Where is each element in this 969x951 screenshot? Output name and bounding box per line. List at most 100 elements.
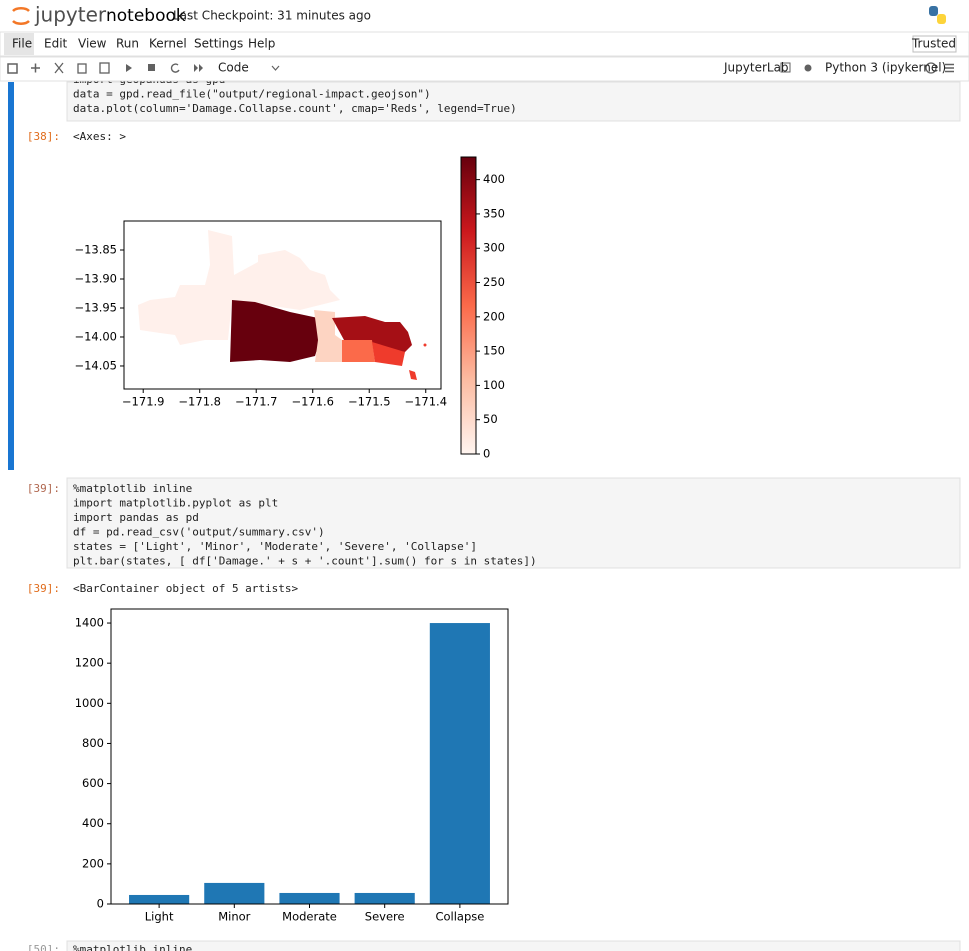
jupyterlab-link[interactable]: JupyterLab xyxy=(723,61,789,75)
stop-icon[interactable] xyxy=(148,64,155,71)
bar xyxy=(279,892,340,904)
save-icon[interactable] xyxy=(7,63,18,74)
logo-text: jupyter xyxy=(34,3,107,27)
dropdown-caret[interactable] xyxy=(271,65,280,71)
menu-item[interactable]: Kernel xyxy=(149,37,187,51)
menu-item[interactable]: Edit xyxy=(44,37,68,51)
debug-icon[interactable] xyxy=(804,64,812,72)
colorbar-tick-label: 0 xyxy=(483,447,490,461)
x-tick-label: Light xyxy=(145,910,174,924)
code-line: import geopandas as gpd xyxy=(73,73,225,86)
code-input xyxy=(66,81,961,122)
prompt: [50]: xyxy=(27,943,60,951)
run-icon[interactable] xyxy=(126,64,132,72)
menu-active xyxy=(4,33,34,55)
menu-icon[interactable] xyxy=(945,63,954,73)
bar xyxy=(354,892,415,904)
prompt: [38]: xyxy=(27,130,60,143)
colorbar-tick-label: 350 xyxy=(483,206,505,220)
prompt: [39]: xyxy=(27,482,60,495)
code-line: states = ['Light', 'Minor', 'Moderate', … xyxy=(73,540,477,553)
region xyxy=(230,300,320,362)
code-input xyxy=(66,940,961,951)
code-line: df = pd.read_csv('output/summary.csv') xyxy=(73,526,325,539)
active-cell-bar xyxy=(8,82,14,470)
output-text: <BarContainer object of 5 artists> xyxy=(73,582,299,595)
x-tick-label: −171.4 xyxy=(404,395,447,409)
map-shapes xyxy=(138,230,427,380)
y-tick-label: 1000 xyxy=(75,696,104,710)
x-tick-label: −171.7 xyxy=(235,395,278,409)
cut-icon[interactable] xyxy=(54,62,64,74)
menu-item[interactable]: Settings xyxy=(194,37,243,51)
x-tick-label: −171.8 xyxy=(178,395,221,409)
bar xyxy=(429,623,490,904)
menu-item[interactable]: Help xyxy=(248,37,275,51)
colorbar xyxy=(460,156,477,455)
menu-item[interactable]: File xyxy=(12,37,32,51)
region xyxy=(332,316,412,352)
x-tick-label: Collapse xyxy=(435,910,484,924)
y-tick-label: 1200 xyxy=(75,656,104,670)
paste-icon[interactable] xyxy=(99,62,110,74)
y-tick-label: −14.00 xyxy=(74,329,117,343)
top-bar-bg xyxy=(0,0,969,32)
x-tick-label: Severe xyxy=(365,910,405,924)
x-tick-label: Moderate xyxy=(282,910,337,924)
code-line: data = gpd.read_file("output/regional-im… xyxy=(73,88,431,101)
python-logo xyxy=(929,6,938,16)
region xyxy=(409,370,417,380)
menu-bar xyxy=(0,31,969,57)
copy-icon[interactable] xyxy=(77,63,87,74)
trusted-box[interactable] xyxy=(912,35,957,53)
code-line: %matplotlib inline xyxy=(73,482,192,495)
y-tick-label: −13.95 xyxy=(74,300,117,314)
colorbar-tick-label: 200 xyxy=(483,309,505,323)
y-tick-label: −13.85 xyxy=(74,242,117,256)
colorbar-tick-label: 100 xyxy=(483,378,505,392)
bar-axes xyxy=(110,608,509,905)
toolbar xyxy=(0,56,969,82)
kernel-name[interactable]: Python 3 (ipykernel) xyxy=(825,61,946,75)
region xyxy=(342,340,375,362)
region xyxy=(423,343,427,347)
colorbar-tick-label: 50 xyxy=(483,412,498,426)
external-icon[interactable] xyxy=(780,62,791,73)
code-line: import matplotlib.pyplot as plt xyxy=(73,497,278,510)
menu-item[interactable]: Run xyxy=(116,37,139,51)
code-line: data.plot(column='Damage.Collapse.count'… xyxy=(73,102,517,115)
code-line: %matplotlib inline xyxy=(73,943,192,951)
fast-forward-icon[interactable] xyxy=(194,64,203,72)
trusted[interactable]: Trusted xyxy=(911,37,956,51)
region xyxy=(372,342,405,366)
cell-type[interactable]: Code xyxy=(218,61,249,75)
notebook-area: import geopandas as gpd data = gpd.read_f… xyxy=(8,73,961,951)
checkpoint: Last Checkpoint: 31 minutes ago xyxy=(173,9,371,23)
x-tick-label: −171.9 xyxy=(122,395,165,409)
colorbar-tick-label: 400 xyxy=(483,172,505,186)
colorbar-tick-label: 150 xyxy=(483,344,505,358)
x-tick-label: −171.6 xyxy=(291,395,334,409)
code-input xyxy=(66,477,961,569)
colorbar-tick-label: 300 xyxy=(483,241,505,255)
y-tick-label: 800 xyxy=(82,736,104,750)
x-tick-label: −171.5 xyxy=(348,395,391,409)
restart-icon[interactable] xyxy=(170,63,180,73)
jupyter-icon xyxy=(12,7,30,25)
add-icon[interactable] xyxy=(31,63,40,73)
notebook-title[interactable]: notebook xyxy=(106,6,186,26)
prompt: [39]: xyxy=(27,582,60,595)
menu-item[interactable]: View xyxy=(78,37,107,51)
kernel-status xyxy=(925,62,937,74)
output-text: <Axes: > xyxy=(73,130,126,143)
y-tick-label: −13.90 xyxy=(74,271,117,285)
x-tick-label: Minor xyxy=(218,910,250,924)
y-tick-label: 0 xyxy=(97,897,104,911)
y-tick-label: 1400 xyxy=(75,616,104,630)
python-logo xyxy=(937,14,946,24)
bar xyxy=(129,894,190,904)
toolbar-icons xyxy=(7,62,954,74)
code-line: import pandas as pd xyxy=(73,511,199,524)
